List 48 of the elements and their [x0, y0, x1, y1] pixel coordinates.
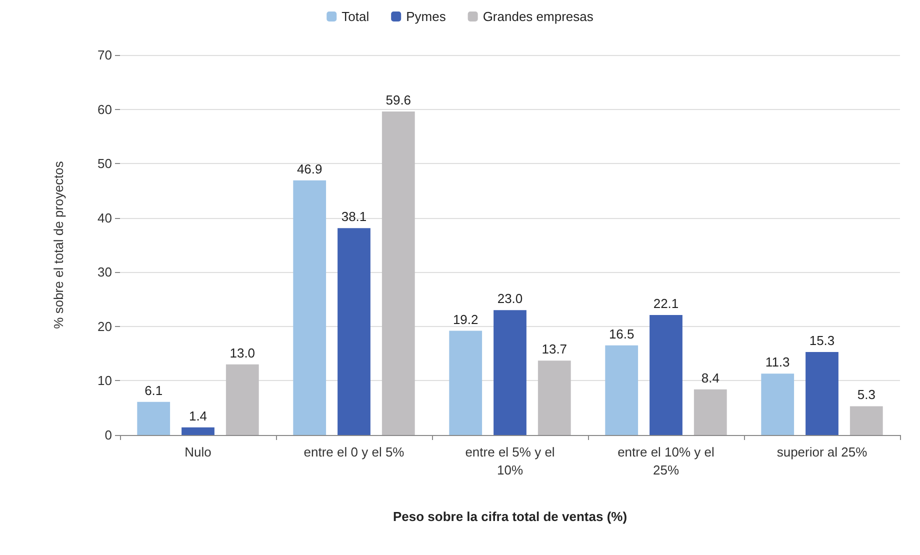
y-axis-title: % sobre el total de proyectos — [51, 160, 66, 329]
data-label: 13.0 — [230, 345, 256, 360]
legend-label: Total — [342, 9, 370, 24]
bar — [806, 352, 838, 435]
data-label: 8.4 — [701, 370, 720, 386]
y-tick-label: 50 — [98, 156, 112, 172]
bar — [761, 374, 794, 435]
bar — [650, 315, 682, 435]
data-label: 46.9 — [296, 161, 322, 176]
bar — [449, 330, 482, 435]
bar — [137, 402, 170, 435]
bar — [538, 360, 571, 435]
y-tick-label: 40 — [98, 210, 112, 226]
y-tick-label: 30 — [98, 264, 112, 280]
bar — [494, 310, 526, 435]
data-label: 13.7 — [542, 342, 568, 357]
x-axis-title: Peso sobre la cifra total de ventas (%) — [392, 509, 628, 524]
legend-label: Pymes — [406, 9, 446, 24]
x-tick-label: Nulo — [184, 444, 212, 460]
data-label: 16.5 — [608, 326, 634, 342]
data-label: 15.3 — [809, 332, 835, 348]
x-tick-label: entre el 5% y el 10% — [465, 444, 555, 478]
data-label: 1.4 — [188, 408, 208, 424]
bar — [182, 427, 214, 435]
data-label: 59.6 — [386, 92, 412, 108]
bar — [850, 406, 883, 435]
data-label: 5.3 — [857, 387, 876, 402]
y-tick-label: 60 — [98, 102, 112, 117]
y-tick-label: 10 — [98, 373, 112, 388]
x-tick-label: superior al 25% — [776, 444, 868, 460]
bar — [605, 345, 638, 435]
data-label: 38.1 — [341, 209, 367, 224]
data-label: 23.0 — [497, 291, 523, 306]
x-tick-label: entre el 0 y el 5% — [304, 444, 405, 460]
bar — [382, 111, 415, 435]
data-label: 19.2 — [452, 312, 478, 327]
y-tick-label: 20 — [98, 318, 112, 334]
y-tick-label: 0 — [104, 428, 112, 442]
data-label: 22.1 — [653, 296, 679, 312]
bar — [338, 228, 370, 435]
bar — [694, 389, 727, 435]
bar — [226, 364, 259, 435]
legend-label: Grandes empresas — [482, 9, 594, 24]
y-tick-label: 70 — [98, 48, 112, 62]
data-label: 11.3 — [765, 354, 790, 370]
bar — [293, 180, 326, 435]
data-label: 6.1 — [144, 382, 163, 398]
x-tick-label: entre el 10% y el 25% — [618, 444, 715, 478]
